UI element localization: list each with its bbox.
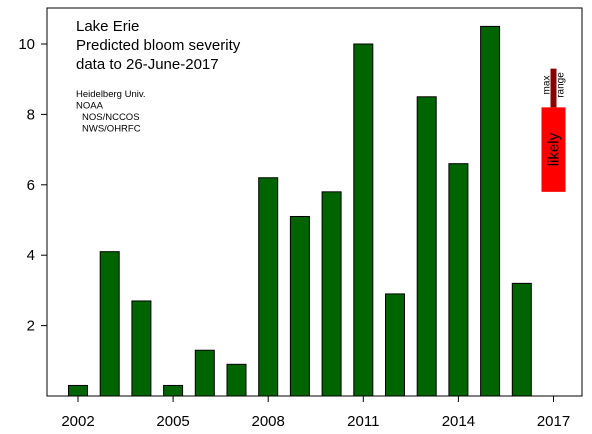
credit-line-1: Heidelberg Univ. <box>76 89 146 100</box>
bar-2006 <box>194 349 215 397</box>
bar-2013 <box>416 96 437 397</box>
x-axis: 2002 2005 2008 2011 2014 2017 <box>61 396 570 430</box>
bar-2010 <box>321 191 342 397</box>
title-line-3: data to 26-June-2017 <box>76 56 219 73</box>
credit-line-2: NOAA <box>76 101 104 112</box>
y-tick-label-2: 2 <box>27 318 35 335</box>
max-range-bar <box>550 68 557 108</box>
bar-2011 <box>353 43 374 397</box>
y-axis: 2 4 6 8 10 <box>18 36 47 335</box>
likely-range-bar <box>541 107 566 192</box>
bar-2015 <box>480 25 501 397</box>
x-tick-label-2008: 2008 <box>252 413 285 430</box>
x-tick-label-2017: 2017 <box>537 413 570 430</box>
bar-2005 <box>163 384 184 397</box>
bar-2007 <box>226 363 247 397</box>
bar-2012 <box>385 293 405 397</box>
bars-group <box>68 25 532 397</box>
y-tick-label-10: 10 <box>18 36 35 53</box>
title-line-1: Lake Erie <box>76 18 139 35</box>
bar-2008 <box>258 177 279 397</box>
bar-2009 <box>289 215 310 397</box>
y-tick-label-8: 8 <box>27 106 35 123</box>
chart-title-block: Lake Erie Predicted bloom severity data to… <box>76 18 241 73</box>
bar-2003 <box>99 251 120 397</box>
x-tick-label-2002: 2002 <box>61 413 94 430</box>
credit-line-4: NWS/OHRFC <box>82 124 141 135</box>
max-range-label-2: range <box>556 72 567 98</box>
title-line-2: Predicted bloom severity <box>76 37 241 54</box>
y-tick-label-4: 4 <box>27 247 35 264</box>
forecast-group: likely max range <box>541 68 567 192</box>
bar-2014 <box>448 163 469 397</box>
x-tick-label-2011: 2011 <box>347 413 379 430</box>
bar-2002 <box>68 384 88 397</box>
max-range-label-1: max <box>542 76 553 95</box>
y-tick-label-6: 6 <box>27 177 35 194</box>
plot-frame <box>46 7 583 397</box>
credit-line-3: NOS/NCCOS <box>82 112 140 123</box>
bar-2004 <box>131 300 152 397</box>
likely-label: likely <box>546 132 563 166</box>
x-tick-label-2014: 2014 <box>442 413 475 430</box>
bar-2016 <box>511 282 532 397</box>
x-tick-label-2005: 2005 <box>156 413 189 430</box>
